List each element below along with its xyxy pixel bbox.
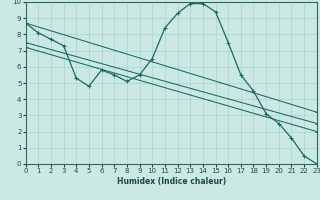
X-axis label: Humidex (Indice chaleur): Humidex (Indice chaleur): [116, 177, 226, 186]
